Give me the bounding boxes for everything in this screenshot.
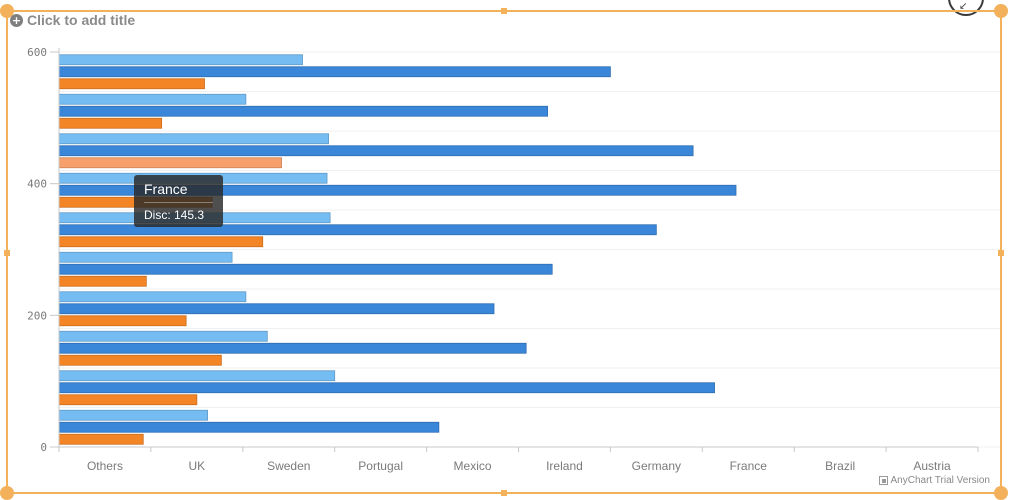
bar-mexico-series-2[interactable] [58,263,553,275]
credits-text: AnyChart Trial Version [890,475,991,486]
resize-handle-bottom[interactable] [501,490,507,496]
chart-credits[interactable]: AnyChart Trial Version [878,475,991,486]
y-tick-label: 200 [27,309,47,322]
resize-handle-right[interactable] [998,250,1004,256]
bar-austria-series-1[interactable] [58,54,303,66]
bar-austria-series-3[interactable] [58,78,205,90]
x-tick-label: Ireland [546,459,583,473]
bar-france-series-2[interactable] [58,145,694,157]
bar-france-series-3[interactable] [58,157,282,169]
axis-layer: 0 200 400 600 Others UK Sweden Portugal Mexico Ir… [27,46,979,473]
bar-uk-series-3[interactable] [58,394,198,406]
y-tick-label: 0 [40,441,47,454]
y-tick-label: 600 [27,46,47,59]
bar-portugal-series-1[interactable] [58,291,247,303]
resize-handle-bottom-right[interactable] [994,486,1008,500]
bar-portugal-series-2[interactable] [58,303,495,315]
bar-uk-series-2[interactable] [58,382,715,394]
bar-austria-series-2[interactable] [58,66,611,78]
x-tick-label: Austria [913,459,951,473]
chart-tooltip: France Disc: 145.3 [134,175,223,227]
bar-brazil-series-2[interactable] [58,105,549,117]
bar-brazil-series-3[interactable] [58,117,163,129]
collapse-arrow-icon: ↙ [959,1,968,12]
x-tick-label: Germany [632,459,681,473]
tooltip-body: Disc: 145.3 [144,208,205,222]
title-placeholder-text: Click to add title [27,12,136,28]
x-tick-label: Mexico [454,459,492,473]
resize-handle-top[interactable] [501,8,507,14]
bar-sweden-series-3[interactable] [58,354,222,366]
x-tick-label: France [730,459,768,473]
credits-chart-icon [878,476,888,485]
resize-handle-bottom-left[interactable] [0,486,14,500]
bar-uk-series-1[interactable] [58,370,336,382]
tooltip-title: France [144,181,188,197]
bar-sweden-series-2[interactable] [58,342,527,354]
x-tick-label: Sweden [267,459,310,473]
bar-sweden-series-1[interactable] [58,330,268,342]
bar-mexico-series-3[interactable] [58,275,147,287]
selection-handles [0,4,1008,500]
y-tick-label: 400 [27,178,47,191]
bar-france-series-1[interactable] [58,133,329,145]
chart-title-placeholder[interactable]: + Click to add title [10,12,135,28]
x-tick-label: UK [189,459,206,473]
bar-others-series-1[interactable] [58,409,208,421]
resize-handle-left[interactable] [4,250,10,256]
bar-brazil-series-1[interactable] [58,93,247,105]
tooltip-separator [144,202,213,203]
x-tick-label: Portugal [358,459,403,473]
resize-handle-top-right[interactable] [994,4,1008,18]
bar-mexico-series-1[interactable] [58,251,233,263]
resize-handle-top-left[interactable] [0,4,14,18]
bar-others-series-2[interactable] [58,421,440,433]
bar-ireland-series-3[interactable] [58,236,264,248]
add-title-icon: + [10,13,23,27]
x-tick-label: Others [87,459,123,473]
bar-portugal-series-3[interactable] [58,315,187,327]
x-tick-label: Brazil [825,459,855,473]
bar-others-series-3[interactable] [58,433,144,445]
